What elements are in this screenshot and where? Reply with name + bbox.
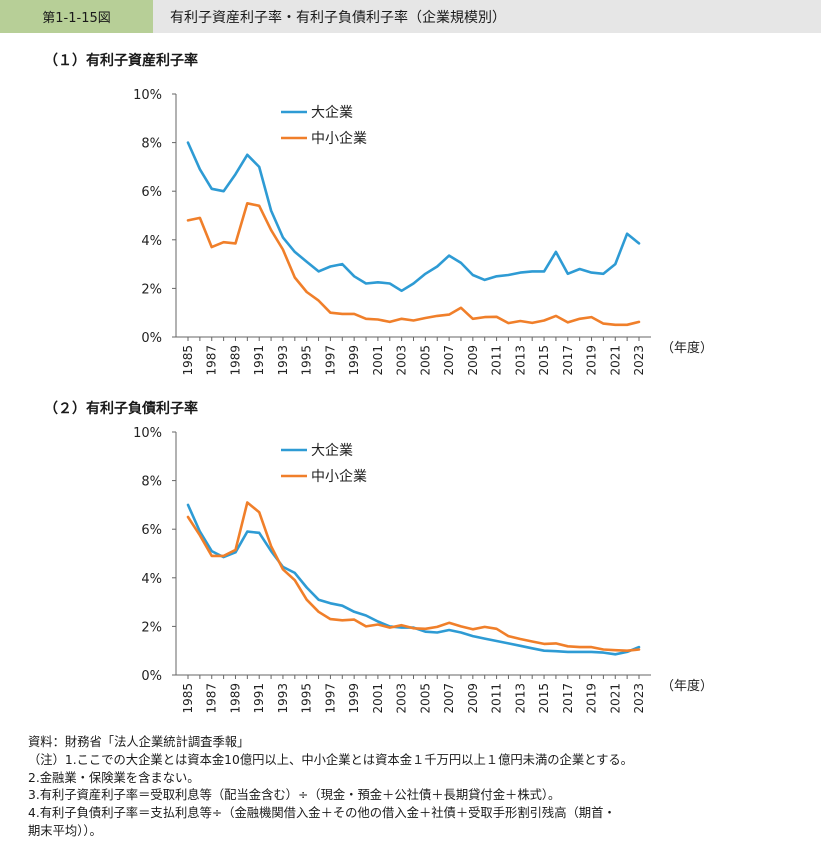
x-tick-label: 1987: [205, 683, 219, 714]
x-tick-label: 1985: [181, 345, 195, 376]
x-tick-label: 1995: [300, 345, 314, 376]
x-tick-label: 1995: [300, 683, 314, 714]
y-tick-label: 4%: [141, 234, 162, 249]
note-4a: 4.有利子負債利子率＝支払利息等÷（金融機関借入金＋その他の借入金＋社債＋受取手…: [28, 806, 616, 821]
x-tick-label: 1989: [228, 345, 242, 376]
x-tick-label: 2011: [490, 683, 504, 714]
x-unit-label: （年度）: [661, 340, 713, 356]
note-1: （注）1.ここでの大企業とは資本金10億円以上、中小企業とは資本金１千万円以上１…: [28, 752, 633, 767]
x-tick-label: 2019: [585, 683, 599, 714]
x-tick-label: 2021: [608, 683, 622, 714]
x-tick-label: 2001: [371, 683, 385, 714]
y-tick-label: 0%: [141, 331, 162, 346]
notes: 資料：財務省「法人企業統計調査季報」 （注）1.ここでの大企業とは資本金10億円…: [28, 734, 818, 841]
x-tick-label: 1985: [181, 683, 195, 714]
x-tick-label: 2015: [537, 683, 551, 714]
chart2-debt-interest-rate: 0% 2% 4% 6% 8% 10% 1985 1987 1989 1991 1993 1995 199…: [133, 426, 713, 714]
x-tick-label: 2005: [418, 345, 432, 376]
x-tick-label: 2005: [418, 683, 432, 714]
x-tick-label: 2011: [490, 345, 504, 376]
x-tick-label: 1991: [252, 683, 266, 714]
x-unit-label: （年度）: [661, 678, 713, 694]
x-tick-label: 1999: [347, 683, 361, 714]
y-tick-label: 8%: [141, 137, 162, 152]
y-tick-label: 0%: [141, 669, 162, 684]
x-tick-label: 2023: [632, 683, 646, 714]
y-tick-label: 6%: [141, 523, 162, 538]
y-tick-label: 2%: [141, 282, 162, 297]
legend-label-small: 中小企業: [311, 468, 367, 485]
legend-label-large: 大企業: [311, 442, 353, 459]
x-tick-label: 1993: [276, 683, 290, 714]
note-source: 資料：財務省「法人企業統計調査季報」: [28, 735, 250, 749]
series-line-large: [186, 141, 641, 293]
y-tick-label: 2%: [141, 620, 162, 635]
x-tick-label: 1997: [323, 345, 337, 376]
x-tick-label: 2023: [632, 345, 646, 376]
x-tick-label: 2017: [561, 345, 575, 376]
x-tick-label: 1989: [228, 683, 242, 714]
y-tick-label: 6%: [141, 185, 162, 200]
chart2-title: （２）有利子負債利子率: [44, 401, 198, 417]
chart1-asset-interest-rate: 0% 2% 4% 6% 8% 10% 1985 1987 1989 1991 1993 1995 199…: [133, 88, 713, 376]
x-tick-label: 1987: [205, 345, 219, 376]
x-tick-label: 2009: [466, 683, 480, 714]
y-tick-label: 4%: [141, 572, 162, 587]
note-4b: 期末平均））。: [28, 823, 102, 838]
series-line-small: [186, 202, 641, 327]
legend-label-large: 大企業: [311, 104, 353, 121]
y-tick-label: 10%: [133, 88, 162, 103]
y-tick-label: 8%: [141, 475, 162, 490]
series-line-large: [186, 503, 641, 656]
x-tick-label: 2015: [537, 345, 551, 376]
x-tick-label: 1997: [323, 683, 337, 714]
x-tick-label: 2017: [561, 683, 575, 714]
x-tick-label: 2007: [442, 683, 456, 714]
x-tick-label: 2021: [608, 345, 622, 376]
x-tick-label: 1993: [276, 345, 290, 376]
x-tick-label: 1991: [252, 345, 266, 376]
note-3: 3.有利子資産利子率＝受取利息等（配当金含む）÷（現金・預金＋公社債＋長期貸付金…: [28, 788, 561, 803]
x-tick-label: 1999: [347, 345, 361, 376]
x-tick-label: 2003: [395, 683, 409, 714]
x-tick-label: 2001: [371, 345, 385, 376]
figure-number: 第1-1-15図: [0, 0, 153, 33]
x-tick-label: 2009: [466, 345, 480, 376]
x-tick-label: 2019: [585, 345, 599, 376]
x-tick-label: 2003: [395, 345, 409, 376]
x-tick-label: 2013: [513, 345, 527, 376]
note-2: 2.金融業・保険業を含まない。: [28, 770, 200, 785]
x-tick-label: 2013: [513, 683, 527, 714]
legend-label-small: 中小企業: [311, 130, 367, 147]
y-tick-label: 10%: [133, 426, 162, 441]
figure-header: 第1-1-15図 有利子資産利子率・有利子負債利子率（企業規模別）: [0, 0, 821, 33]
x-tick-label: 2007: [442, 345, 456, 376]
series-line-small: [186, 501, 641, 652]
chart1-title: （１）有利子資産利子率: [44, 53, 198, 69]
figure-title: 有利子資産利子率・有利子負債利子率（企業規模別）: [170, 9, 506, 26]
